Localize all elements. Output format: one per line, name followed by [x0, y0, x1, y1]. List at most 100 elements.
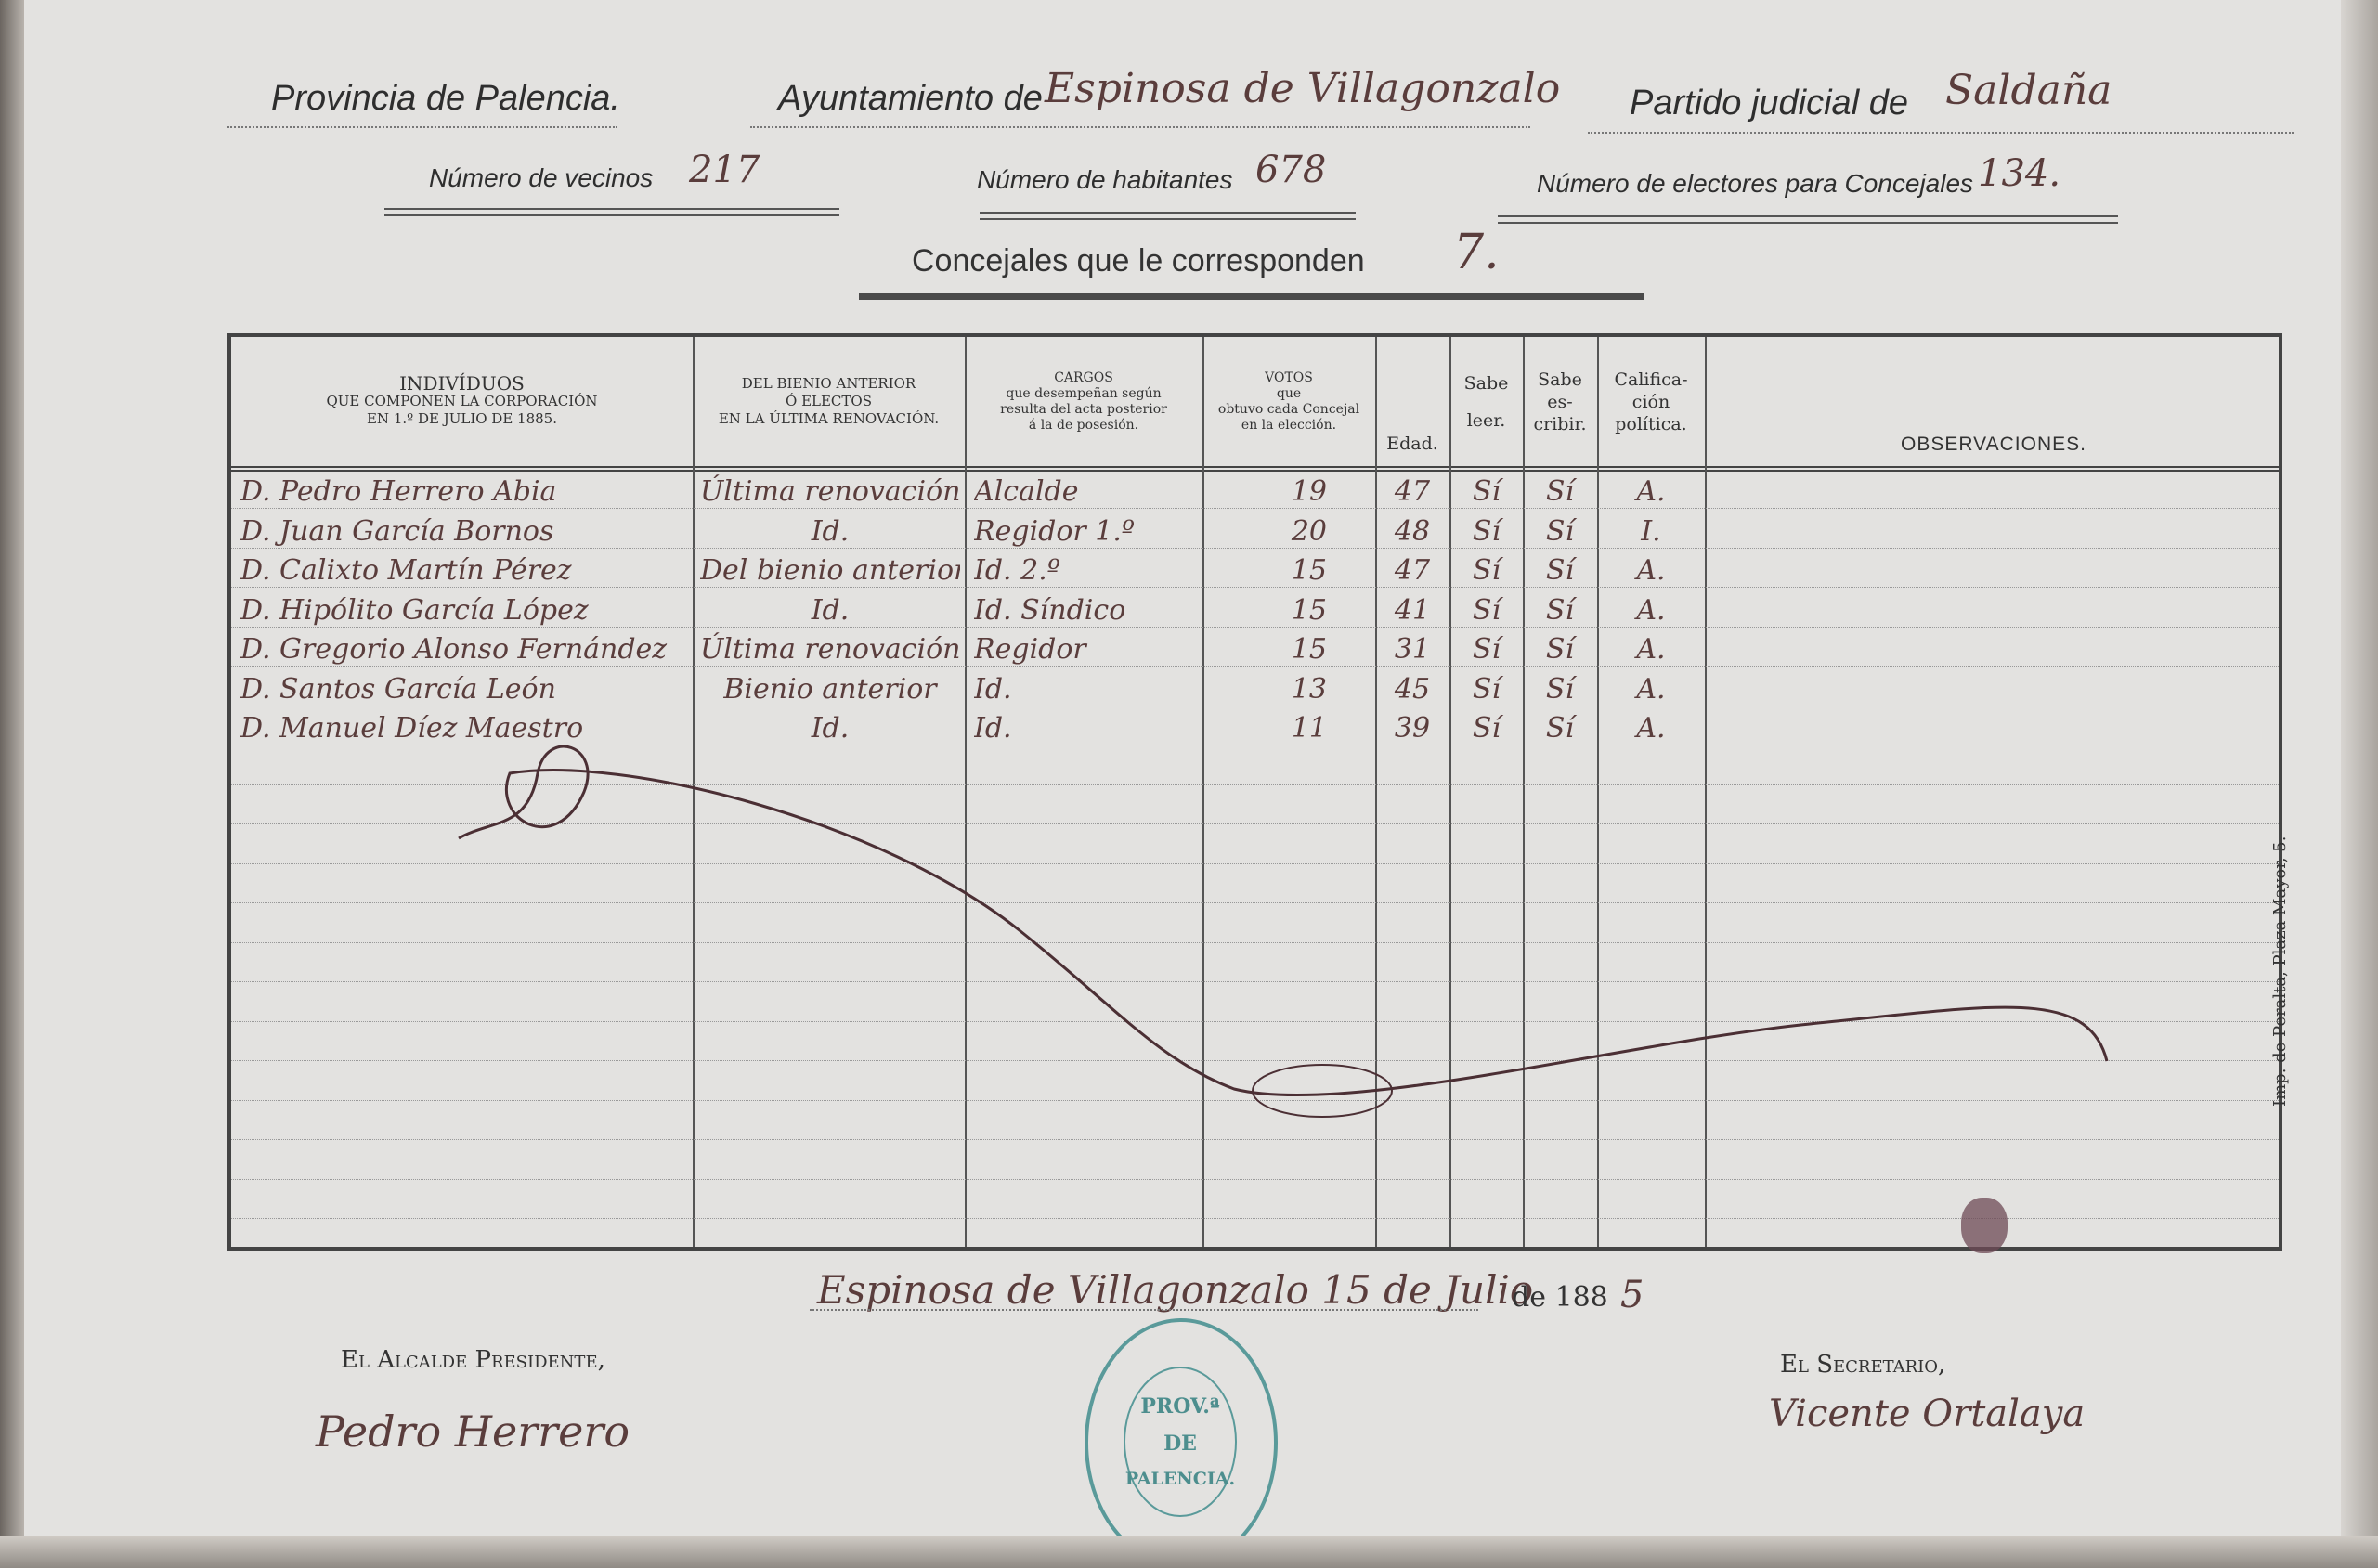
column-divider: [693, 337, 695, 1247]
alcalde-signature: Pedro Herrero: [316, 1406, 630, 1457]
cell-name: D. Manuel Díez Maestro: [240, 712, 584, 745]
row-line: [231, 1178, 2279, 1180]
divider: [980, 212, 1356, 220]
partido-value: Saldaña: [1945, 67, 2112, 114]
cell-votos: 13: [1291, 672, 1327, 706]
concejales-value: 7.: [1453, 225, 1500, 280]
ink-stain: [1961, 1198, 2008, 1253]
cell-calificacion: I.: [1641, 514, 1661, 548]
row-line: [231, 547, 2279, 549]
row-line: [231, 1099, 2279, 1101]
electores-value: 134.: [1978, 152, 2061, 195]
seal-text: DE: [1163, 1432, 1197, 1456]
cell-escribir: Sí: [1545, 672, 1575, 706]
cell-edad: 39: [1394, 712, 1431, 745]
cell-leer: Sí: [1472, 712, 1501, 745]
cell-leer: Sí: [1472, 633, 1501, 666]
cell-bienio: Id.: [811, 514, 850, 548]
seal-text: PALENCIA.: [1124, 1469, 1236, 1489]
divider: [750, 121, 1530, 128]
header-text: en la elección.: [1241, 417, 1337, 433]
row-line: [231, 1139, 2279, 1140]
row-line: [231, 862, 2279, 864]
cell-cargo: Id. Síndico: [974, 593, 1126, 627]
cell-cargo: Id.: [974, 672, 1012, 706]
header-edad: Edad.: [1386, 434, 1438, 454]
row-line: [231, 1020, 2279, 1022]
header-observaciones: OBSERVACIONES.: [1901, 434, 2086, 455]
cell-cargo: Id. 2.º: [974, 554, 1060, 587]
seal-center: PROV.ª DE PALENCIA.: [1124, 1367, 1237, 1517]
cell-name: D. Hipólito García López: [240, 593, 589, 627]
vecinos-value: 217: [689, 149, 760, 191]
column-divider: [1449, 337, 1451, 1247]
year-label: de 188: [1512, 1281, 1608, 1314]
cell-edad: 41: [1394, 593, 1431, 627]
cell-cargo: Regidor 1.º: [974, 514, 1136, 548]
cell-edad: 48: [1394, 514, 1431, 548]
cell-leer: Sí: [1472, 554, 1501, 587]
ayuntamiento-value: Espinosa de Villagonzalo: [1045, 65, 1561, 112]
header-text: leer.: [1466, 409, 1506, 431]
header-escribir: Sabe es- cribir.: [1523, 337, 1597, 466]
divider: [1588, 126, 2294, 134]
header-text: Sabe: [1538, 369, 1582, 390]
habitantes-label: Número de habitantes: [977, 165, 1233, 194]
divider: [384, 208, 839, 216]
page-edge: [0, 1536, 2378, 1568]
cell-edad: 47: [1394, 475, 1431, 508]
cell-leer: Sí: [1472, 475, 1501, 508]
cell-edad: 31: [1394, 633, 1431, 666]
date-line: [810, 1309, 1478, 1311]
year-digit: 5: [1620, 1274, 1644, 1316]
cell-votos: 15: [1291, 633, 1327, 666]
cell-calificacion: A.: [1636, 672, 1666, 706]
cell-calificacion: A.: [1636, 554, 1666, 587]
column-divider: [1597, 337, 1599, 1247]
header-text: á la de posesión.: [1028, 417, 1139, 433]
header-bienio: DEL BIENIO ANTERIOR Ó ELECTOS EN LA ÚLTI…: [693, 337, 965, 466]
header-text: Califica-: [1614, 369, 1688, 390]
cell-bienio: Bienio anterior: [723, 672, 937, 706]
header-text: que desempeñan según: [1006, 385, 1162, 401]
cell-escribir: Sí: [1545, 712, 1575, 745]
table-header: [231, 337, 2279, 472]
header-text: política.: [1615, 413, 1687, 434]
electores-label: Número de electores para Concejales: [1537, 169, 1974, 198]
cancel-flourish: [458, 745, 2109, 1118]
secretario-label: El Secretario,: [1780, 1351, 1946, 1379]
column-divider: [1202, 337, 1204, 1247]
vecinos-label: Número de vecinos: [429, 163, 654, 192]
habitantes-value: 678: [1255, 149, 1327, 191]
row-line: [231, 823, 2279, 824]
cell-votos: 15: [1291, 554, 1327, 587]
row-line: [231, 508, 2279, 509]
concejales-label: Concejales que le corresponden: [912, 243, 1365, 279]
cell-name: D. Calixto Martín Pérez: [240, 554, 572, 587]
row-line: [231, 666, 2279, 667]
page-edge: [2341, 0, 2378, 1568]
header-text: resulta del acta posterior: [1000, 401, 1167, 417]
row-line: [231, 902, 2279, 903]
cell-name: D. Gregorio Alonso Fernández: [240, 633, 668, 666]
cell-escribir: Sí: [1545, 475, 1575, 508]
cell-leer: Sí: [1472, 593, 1501, 627]
cell-bienio: Última renovación: [700, 633, 960, 666]
cell-escribir: Sí: [1545, 593, 1575, 627]
cell-cargo: Alcalde: [974, 475, 1079, 508]
cell-name: D. Santos García León: [240, 672, 556, 706]
divider: [1498, 215, 2118, 224]
cell-cargo: Id.: [974, 712, 1012, 745]
header-text: es-: [1547, 391, 1573, 412]
province-label: Provincia de Palencia.: [271, 79, 620, 118]
header-text: EN 1.º DE JULIO DE 1885.: [366, 410, 557, 427]
cell-name: D. Pedro Herrero Abia: [240, 475, 557, 508]
cell-edad: 45: [1394, 672, 1431, 706]
cell-votos: 11: [1291, 712, 1327, 745]
row-line: [231, 626, 2279, 628]
cell-bienio: Id.: [811, 593, 850, 627]
cell-cargo: Regidor: [974, 633, 1086, 666]
seal-text: PROV.ª: [1140, 1394, 1220, 1419]
header-calificacion: Califica- ción política.: [1597, 337, 1705, 466]
header-votos: VOTOS que obtuvo cada Concejal en la ele…: [1202, 337, 1375, 466]
